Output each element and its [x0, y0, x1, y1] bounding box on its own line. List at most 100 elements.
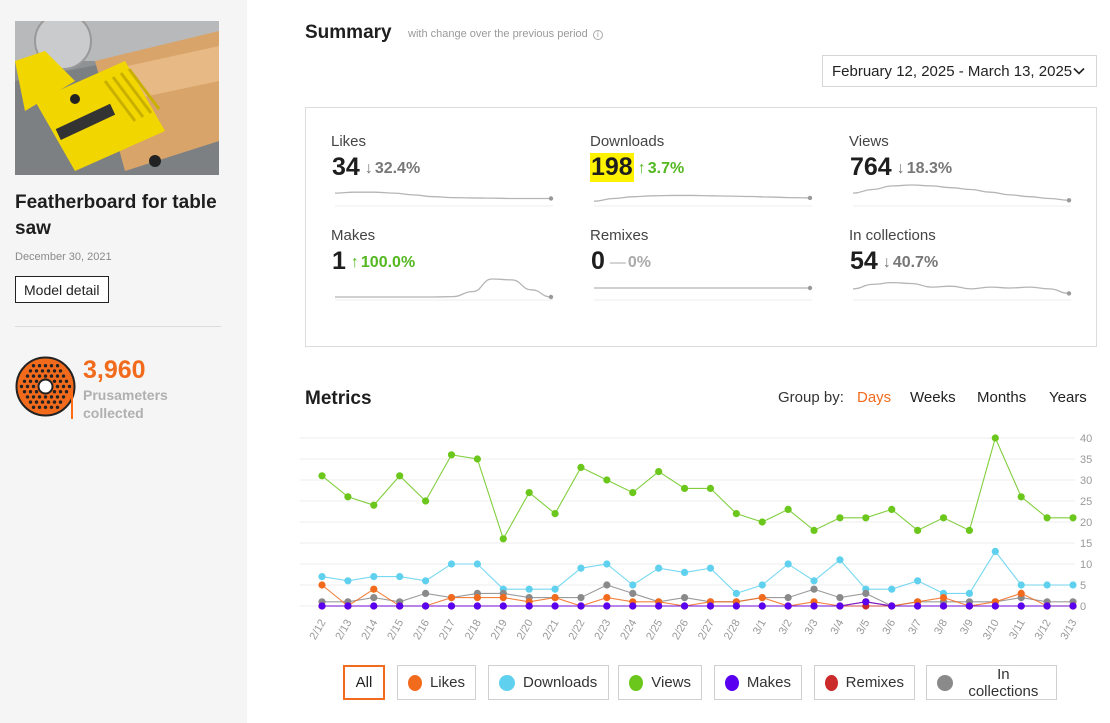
data-point[interactable]	[914, 602, 922, 610]
data-point[interactable]	[1043, 514, 1051, 522]
data-point[interactable]	[655, 468, 663, 476]
data-point[interactable]	[784, 602, 792, 610]
data-point[interactable]	[577, 564, 585, 572]
data-point[interactable]	[862, 598, 870, 606]
data-point[interactable]	[810, 585, 818, 593]
data-point[interactable]	[706, 484, 715, 492]
data-point[interactable]	[1017, 589, 1025, 597]
data-point[interactable]	[965, 589, 974, 597]
data-point[interactable]	[499, 594, 507, 602]
data-point[interactable]	[680, 602, 689, 610]
data-point[interactable]	[810, 602, 818, 610]
data-point[interactable]	[939, 602, 948, 610]
data-point[interactable]	[680, 568, 689, 576]
data-point[interactable]	[473, 594, 481, 602]
data-point[interactable]	[836, 602, 844, 610]
data-point[interactable]	[344, 577, 352, 585]
data-point[interactable]	[784, 594, 792, 602]
data-point[interactable]	[421, 602, 430, 610]
data-point[interactable]	[603, 581, 611, 589]
data-point[interactable]	[1017, 581, 1025, 589]
legend-downloads-button[interactable]: Downloads	[488, 665, 609, 700]
data-point[interactable]	[525, 489, 533, 497]
data-point[interactable]	[525, 602, 533, 610]
data-point[interactable]	[447, 451, 456, 459]
legend-views-button[interactable]: Views	[618, 665, 702, 700]
data-point[interactable]	[525, 585, 533, 593]
data-point[interactable]	[732, 589, 740, 597]
data-point[interactable]	[629, 602, 637, 610]
data-point[interactable]	[888, 602, 896, 610]
data-point[interactable]	[1069, 514, 1077, 522]
data-point[interactable]	[370, 501, 378, 509]
data-point[interactable]	[551, 585, 559, 593]
data-point[interactable]	[1017, 493, 1025, 501]
data-point[interactable]	[499, 602, 507, 610]
data-point[interactable]	[396, 472, 404, 480]
group-by-days[interactable]: Days	[857, 389, 892, 406]
data-point[interactable]	[810, 577, 818, 585]
data-point[interactable]	[473, 560, 481, 568]
data-point[interactable]	[577, 463, 585, 471]
data-point[interactable]	[1043, 581, 1051, 589]
data-point[interactable]	[473, 602, 481, 610]
data-point[interactable]	[758, 581, 766, 589]
data-point[interactable]	[836, 514, 844, 522]
data-point[interactable]	[1043, 602, 1051, 610]
data-point[interactable]	[680, 484, 689, 492]
legend-in-collections-button[interactable]: In collections	[926, 665, 1057, 700]
data-point[interactable]	[914, 577, 922, 585]
group-by-months[interactable]: Months	[977, 389, 1027, 406]
data-point[interactable]	[758, 518, 766, 526]
data-point[interactable]	[447, 560, 456, 568]
data-point[interactable]	[965, 526, 974, 534]
data-point[interactable]	[447, 594, 456, 602]
legend-remixes-button[interactable]: Remixes	[814, 665, 915, 700]
data-point[interactable]	[836, 556, 844, 564]
data-point[interactable]	[965, 602, 974, 610]
data-point[interactable]	[706, 564, 715, 572]
data-point[interactable]	[991, 434, 999, 442]
data-point[interactable]	[991, 602, 999, 610]
data-point[interactable]	[655, 564, 663, 572]
data-point[interactable]	[680, 594, 689, 602]
data-point[interactable]	[473, 455, 481, 463]
data-point[interactable]	[629, 489, 637, 497]
data-point[interactable]	[577, 594, 585, 602]
group-by-weeks[interactable]: Weeks	[910, 389, 956, 406]
data-point[interactable]	[603, 594, 611, 602]
data-point[interactable]	[732, 510, 740, 518]
data-point[interactable]	[862, 514, 870, 522]
data-point[interactable]	[784, 560, 792, 568]
model-thumbnail[interactable]	[15, 21, 219, 175]
data-point[interactable]	[370, 594, 378, 602]
data-point[interactable]	[758, 602, 766, 610]
data-point[interactable]	[836, 594, 844, 602]
data-point[interactable]	[629, 589, 637, 597]
legend-makes-button[interactable]: Makes	[714, 665, 802, 700]
data-point[interactable]	[370, 573, 378, 581]
data-point[interactable]	[421, 497, 430, 505]
data-point[interactable]	[1069, 602, 1077, 610]
data-point[interactable]	[758, 594, 766, 602]
data-point[interactable]	[1017, 602, 1025, 610]
legend-likes-button[interactable]: Likes	[397, 665, 476, 700]
data-point[interactable]	[655, 602, 663, 610]
group-by-years[interactable]: Years	[1049, 389, 1087, 406]
data-point[interactable]	[1069, 581, 1077, 589]
data-point[interactable]	[396, 573, 404, 581]
data-point[interactable]	[344, 602, 352, 610]
data-point[interactable]	[318, 581, 326, 589]
data-point[interactable]	[370, 585, 378, 593]
data-point[interactable]	[888, 585, 896, 593]
data-point[interactable]	[939, 514, 948, 522]
info-icon[interactable]: i	[592, 30, 603, 40]
data-point[interactable]	[784, 505, 792, 513]
data-point[interactable]	[318, 602, 326, 610]
data-point[interactable]	[421, 589, 430, 597]
data-point[interactable]	[706, 602, 715, 610]
data-point[interactable]	[370, 602, 378, 610]
data-point[interactable]	[344, 493, 352, 501]
data-point[interactable]	[862, 589, 870, 597]
data-point[interactable]	[551, 594, 559, 602]
